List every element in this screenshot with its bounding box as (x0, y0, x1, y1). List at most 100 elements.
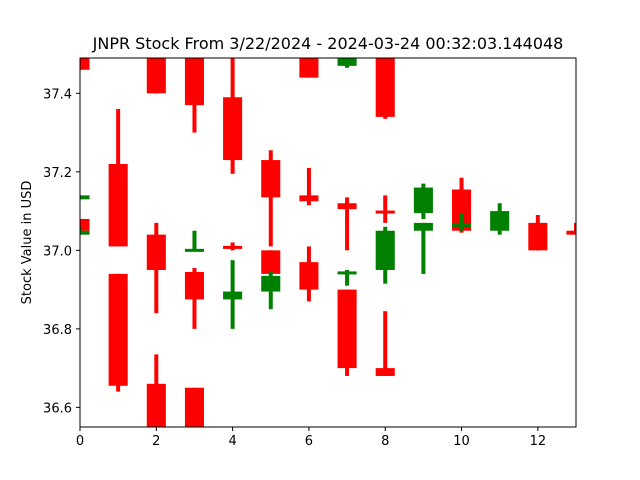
candle-body (146, 234, 166, 270)
candle-body (299, 58, 319, 78)
x-tick-label: 2 (152, 434, 160, 449)
candle (452, 177, 472, 233)
candle (184, 58, 204, 133)
candle-body (375, 58, 395, 117)
candle (184, 387, 204, 427)
candle (184, 230, 204, 252)
candle-wick (345, 197, 350, 251)
x-tick-label: 12 (530, 434, 547, 449)
y-tick-label: 37.0 (43, 244, 72, 259)
candle-body (490, 211, 510, 231)
y-tick-label: 37.4 (43, 87, 72, 102)
x-tick-label: 10 (453, 434, 470, 449)
candle-wick (383, 311, 388, 376)
candle-wick (345, 269, 350, 286)
x-axis: 0 2 4 6 8 10 12 (76, 427, 546, 449)
candle-body (337, 271, 357, 275)
candle (223, 242, 243, 251)
candle (375, 311, 395, 376)
candle-body (146, 58, 166, 94)
candle-wick (192, 230, 197, 251)
candle (299, 246, 319, 302)
candle-body (184, 387, 204, 427)
candle-body (413, 222, 433, 231)
candle-body (184, 58, 204, 106)
x-tick-label: 8 (381, 434, 389, 449)
candle (375, 226, 395, 284)
y-axis-label: Stock Value in USD (20, 181, 35, 305)
candle-body (184, 271, 204, 300)
candle-body (108, 163, 128, 247)
candle (184, 268, 204, 329)
candle (566, 222, 576, 235)
candle (261, 250, 281, 274)
candle (452, 213, 472, 231)
candle-wick (383, 195, 388, 223)
candle-wick (574, 222, 576, 235)
candle-wick (421, 222, 426, 274)
candle (337, 197, 357, 251)
candle-body (337, 289, 357, 369)
x-tick-label: 4 (228, 434, 236, 449)
candle-body (80, 58, 90, 70)
candle-body (223, 291, 243, 300)
plot-frame (79, 57, 577, 428)
candles-layer (80, 58, 576, 427)
candle-wick (306, 167, 311, 206)
candle-body (261, 160, 281, 198)
candle (261, 150, 281, 247)
candle (146, 222, 166, 314)
candle (80, 195, 90, 200)
candle-body (299, 262, 319, 290)
candle-body (375, 368, 395, 376)
candle-body (223, 97, 243, 161)
candle-body (375, 230, 395, 270)
candle-body (413, 187, 433, 214)
candle-body (80, 195, 90, 200)
candle-body (566, 230, 576, 235)
candle-body (108, 273, 128, 386)
candle-wick (80, 226, 82, 235)
candle-body (184, 248, 204, 252)
candle (261, 271, 281, 310)
candle-body (375, 210, 395, 214)
chart-title: JNPR Stock From 3/22/2024 - 2024-03-24 0… (92, 34, 564, 53)
candle (413, 222, 433, 274)
x-tick-label: 0 (76, 434, 84, 449)
candle (528, 215, 548, 251)
candle (337, 289, 357, 376)
candle (146, 58, 166, 94)
candle (80, 58, 90, 70)
candle-body (80, 230, 90, 235)
candle (146, 354, 166, 427)
candle (223, 260, 243, 329)
candle-body (146, 383, 166, 427)
candle (337, 58, 357, 68)
candle-body (528, 222, 548, 251)
candle (80, 226, 90, 235)
candle (490, 203, 510, 235)
plot-area (79, 57, 577, 428)
y-tick-label: 36.8 (43, 323, 72, 338)
y-tick-label: 37.2 (43, 166, 72, 181)
y-axis: 36.6 36.8 37.0 37.2 37.4 (43, 87, 80, 416)
candle (299, 167, 319, 206)
candle-wick (459, 213, 464, 231)
candle-body (261, 275, 281, 292)
candle-body (452, 222, 472, 227)
candle-wick (268, 150, 273, 247)
candle-body (261, 250, 281, 274)
candle (375, 195, 395, 223)
candle-body (337, 203, 357, 210)
candle (375, 58, 395, 119)
candle (108, 273, 128, 392)
candle-body (223, 245, 243, 249)
candle (299, 58, 319, 78)
candle (223, 58, 243, 174)
candle-body (299, 195, 319, 202)
candle (337, 269, 357, 286)
candle-body (452, 189, 472, 231)
candle (108, 109, 128, 247)
candle-body (80, 218, 90, 231)
